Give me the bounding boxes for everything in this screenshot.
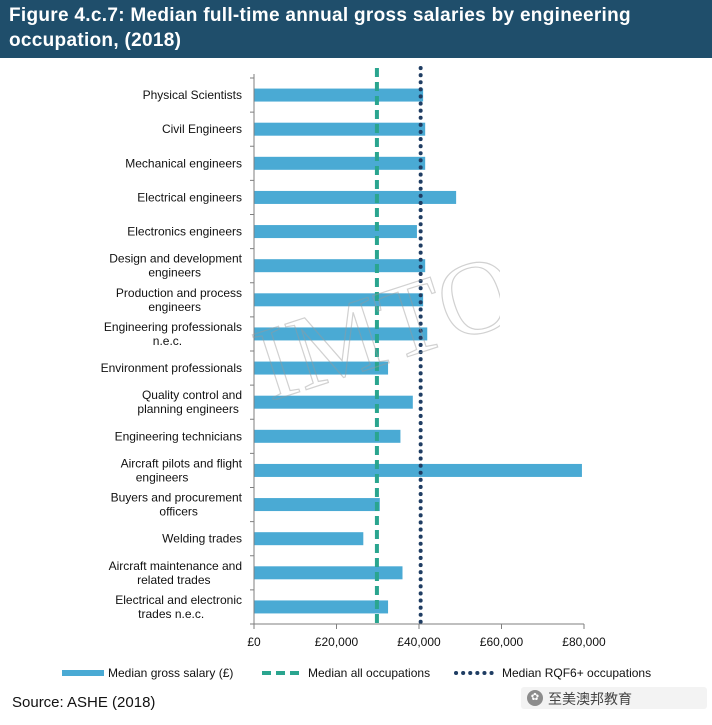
category-label-14: Welding trades xyxy=(162,532,242,546)
bar-10 xyxy=(254,395,413,409)
legend-label-median-all: Median all occupations xyxy=(308,666,430,680)
category-label-16: Electrical and electronic trades n.e.c. xyxy=(115,593,242,621)
category-label-3: Mechanical engineers xyxy=(125,156,242,170)
bar-14 xyxy=(254,532,364,546)
category-label-10: Quality control and planning engineers xyxy=(137,388,242,416)
chart-title: Figure 4.c.7: Median full-time annual gr… xyxy=(9,5,631,51)
wechat-icon: ✿ xyxy=(527,690,543,706)
bar-4 xyxy=(254,190,457,204)
category-label-9: Environment professionals xyxy=(101,361,242,375)
bar-8 xyxy=(254,327,428,341)
category-label-2: Civil Engineers xyxy=(162,122,242,136)
x-tick-label-4: £60,000 xyxy=(480,635,524,649)
bar-6 xyxy=(254,259,426,273)
category-label-1: Physical Scientists xyxy=(143,88,242,102)
bar-11 xyxy=(254,429,401,443)
bar-2 xyxy=(254,122,426,136)
bar-13 xyxy=(254,498,380,512)
x-tick-label-3: £40,000 xyxy=(397,635,441,649)
x-tick-label-2: £20,000 xyxy=(315,635,359,649)
category-label-5: Electronics engineers xyxy=(127,225,242,239)
wechat-watermark: ✿ 至美澳邦教育 xyxy=(521,687,707,709)
category-label-8: Engineering professionals n.e.c. xyxy=(104,320,242,348)
bar-7 xyxy=(254,293,424,307)
category-label-7: Production and process engineers xyxy=(116,286,242,314)
watermark-text: 至美澳邦教育 xyxy=(548,691,632,707)
legend-label-median-rqf6: Median RQF6+ occupations xyxy=(502,666,651,680)
category-label-6: Design and development engineers xyxy=(109,252,242,280)
bar-5 xyxy=(254,225,417,239)
bar-16 xyxy=(254,600,389,614)
legend-label-salary: Median gross salary (£) xyxy=(108,666,233,680)
bar-9 xyxy=(254,361,389,375)
bar-15 xyxy=(254,566,403,580)
category-label-13: Buyers and procurement officers xyxy=(111,491,243,519)
title-bar: Figure 4.c.7: Median full-time annual gr… xyxy=(0,0,712,58)
category-label-12: Aircraft pilots and flight engineers xyxy=(121,456,243,484)
bar-chart: Physical Scientists Civil Engineers Mechan… xyxy=(62,66,651,680)
bar-1 xyxy=(254,88,424,102)
source-note: Source: ASHE (2018) xyxy=(12,694,156,711)
bar-12 xyxy=(254,463,582,477)
bar-3 xyxy=(254,156,426,170)
x-tick-label-1: £0 xyxy=(247,635,261,649)
category-label-4: Electrical engineers xyxy=(137,190,242,204)
x-tick-label-5: £80,000 xyxy=(562,635,606,649)
category-label-11: Engineering technicians xyxy=(115,429,242,443)
category-label-15: Aircraft maintenance and related trades xyxy=(109,559,242,587)
